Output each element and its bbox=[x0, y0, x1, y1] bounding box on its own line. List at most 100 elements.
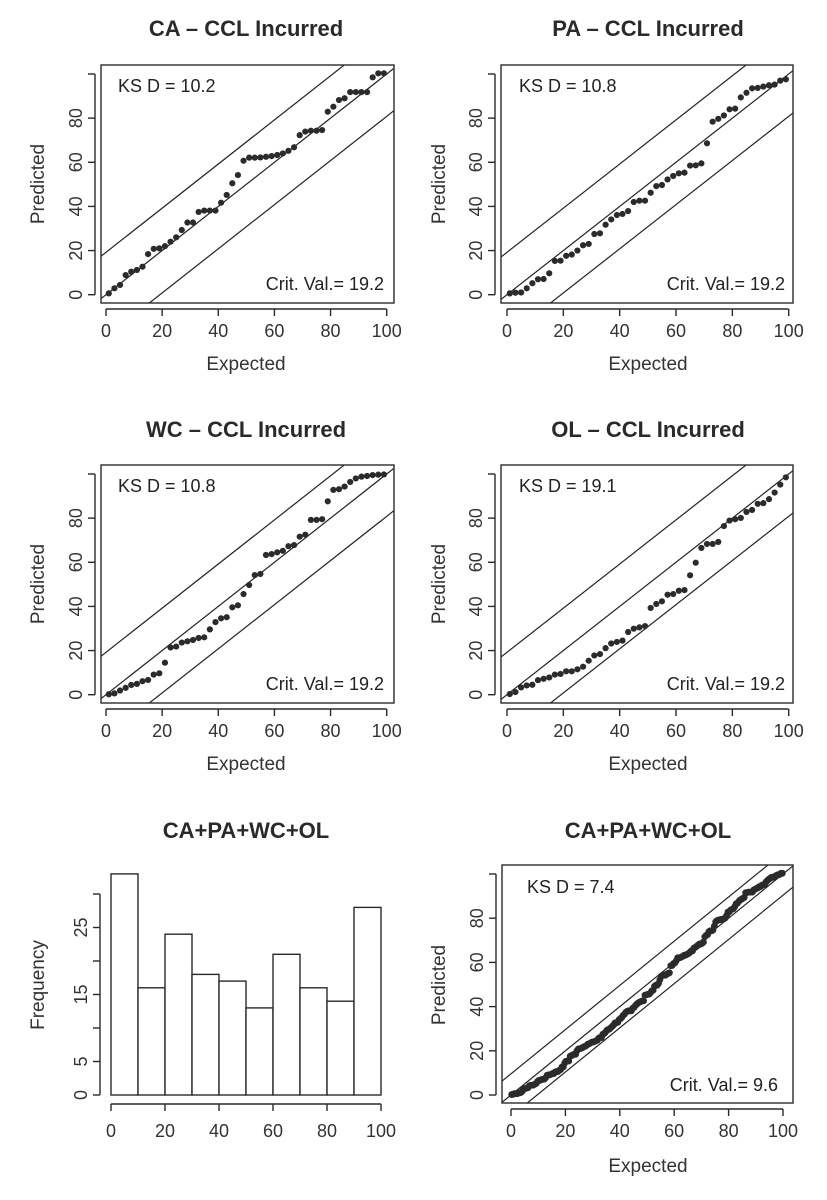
histogram-bar bbox=[245, 1007, 274, 1096]
y-tick-label: 25 bbox=[71, 917, 91, 937]
data-point bbox=[150, 671, 157, 678]
data-point bbox=[506, 290, 513, 297]
data-point bbox=[201, 634, 208, 641]
data-point bbox=[765, 496, 773, 503]
data-point bbox=[568, 251, 575, 258]
x-tick-label: 100 bbox=[372, 321, 402, 341]
x-tick-label: 20 bbox=[555, 1121, 575, 1141]
x-tick-label: 60 bbox=[264, 321, 284, 341]
data-point bbox=[737, 514, 744, 522]
y-tick-label: 40 bbox=[467, 997, 487, 1017]
data-point bbox=[709, 540, 716, 548]
histogram-bar bbox=[299, 987, 328, 1096]
data-point bbox=[523, 682, 530, 689]
x-tick-label: 20 bbox=[553, 321, 573, 341]
data-point bbox=[145, 676, 152, 684]
data-point bbox=[579, 663, 587, 670]
data-point bbox=[173, 643, 180, 650]
data-point bbox=[122, 684, 129, 691]
plot-area bbox=[502, 865, 793, 1103]
data-point bbox=[658, 181, 666, 189]
data-point bbox=[771, 489, 778, 496]
data-point bbox=[167, 238, 174, 245]
y-tick-label: 5 bbox=[71, 1056, 91, 1066]
lower-critical-band bbox=[148, 109, 394, 303]
y-tick-label: 20 bbox=[466, 241, 486, 261]
x-tick-label: 100 bbox=[366, 1121, 396, 1141]
data-point bbox=[324, 498, 331, 505]
data-point bbox=[156, 670, 163, 677]
critical-value-annotation: Crit. Val.= 19.2 bbox=[266, 274, 384, 294]
data-point bbox=[715, 115, 722, 122]
data-point bbox=[358, 88, 365, 96]
data-point bbox=[296, 533, 303, 540]
x-tick-label: 80 bbox=[321, 321, 341, 341]
data-point bbox=[302, 128, 309, 135]
y-tick-label: 60 bbox=[467, 952, 487, 972]
upper-critical-band bbox=[502, 865, 769, 1082]
data-point bbox=[335, 486, 343, 493]
y-tick-label: 20 bbox=[66, 241, 86, 261]
data-point bbox=[341, 483, 348, 490]
data-point bbox=[296, 132, 303, 139]
plot-frame bbox=[500, 464, 794, 704]
y-tick-label: 80 bbox=[467, 908, 487, 928]
y-tick-label: 80 bbox=[66, 108, 86, 128]
chart-title: CA+PA+WC+OL bbox=[565, 818, 731, 843]
ks-d-annotation: KS D = 10.8 bbox=[118, 476, 216, 496]
y-tick-label: 20 bbox=[467, 1041, 487, 1061]
data-point bbox=[585, 657, 592, 664]
data-point bbox=[335, 96, 343, 104]
y-tick-label: 0 bbox=[466, 690, 486, 700]
data-point bbox=[189, 636, 197, 644]
data-point bbox=[608, 640, 615, 647]
critical-value-annotation: Crit. Val.= 19.2 bbox=[667, 674, 785, 694]
data-point bbox=[658, 598, 666, 605]
data-point bbox=[534, 276, 542, 283]
panel-histogram: CA+PA+WC+OL Frequency 0 20 40 60 80 100 0 5 15 25 bbox=[28, 818, 396, 1141]
data-point bbox=[613, 211, 620, 219]
plot-area bbox=[501, 65, 793, 303]
data-point bbox=[156, 245, 163, 252]
data-point bbox=[692, 162, 699, 169]
histogram-bar bbox=[191, 973, 220, 1096]
data-point bbox=[557, 670, 564, 678]
data-point bbox=[546, 674, 553, 681]
panel-ol: OL – CCL Incurred Expected Predicted KS … bbox=[429, 417, 804, 775]
y-tick-label: 40 bbox=[466, 596, 486, 616]
data-point bbox=[563, 252, 570, 259]
y-tick-label: 0 bbox=[71, 1090, 91, 1100]
data-point bbox=[625, 207, 632, 215]
data-point bbox=[782, 474, 789, 481]
x-tick-label: 100 bbox=[774, 721, 804, 741]
y-tick-label: 60 bbox=[466, 152, 486, 172]
data-point bbox=[212, 207, 219, 214]
data-point bbox=[251, 571, 258, 579]
data-point bbox=[111, 690, 118, 697]
data-point bbox=[698, 544, 705, 552]
data-point bbox=[307, 127, 315, 134]
y-axis-label: Frequency bbox=[28, 940, 49, 1030]
data-point bbox=[703, 540, 711, 548]
y-tick-label: 60 bbox=[466, 552, 486, 572]
data-point bbox=[653, 183, 660, 190]
x-tick-label: 60 bbox=[664, 1121, 684, 1141]
histogram-bar bbox=[137, 987, 166, 1096]
x-tick-label: 40 bbox=[209, 1121, 229, 1141]
data-point bbox=[512, 289, 519, 296]
data-point bbox=[529, 681, 536, 688]
data-point bbox=[195, 634, 202, 642]
data-point bbox=[647, 604, 654, 612]
data-point bbox=[534, 677, 542, 684]
data-point bbox=[754, 500, 761, 507]
data-point bbox=[240, 590, 247, 598]
data-point bbox=[313, 127, 320, 134]
data-point bbox=[380, 471, 387, 478]
upper-critical-band bbox=[501, 465, 748, 658]
y-tick-label: 40 bbox=[66, 196, 86, 216]
data-point bbox=[285, 147, 292, 154]
identity-line bbox=[501, 69, 793, 301]
data-point bbox=[133, 266, 140, 274]
y-tick-label: 60 bbox=[66, 152, 86, 172]
data-point bbox=[150, 245, 157, 252]
